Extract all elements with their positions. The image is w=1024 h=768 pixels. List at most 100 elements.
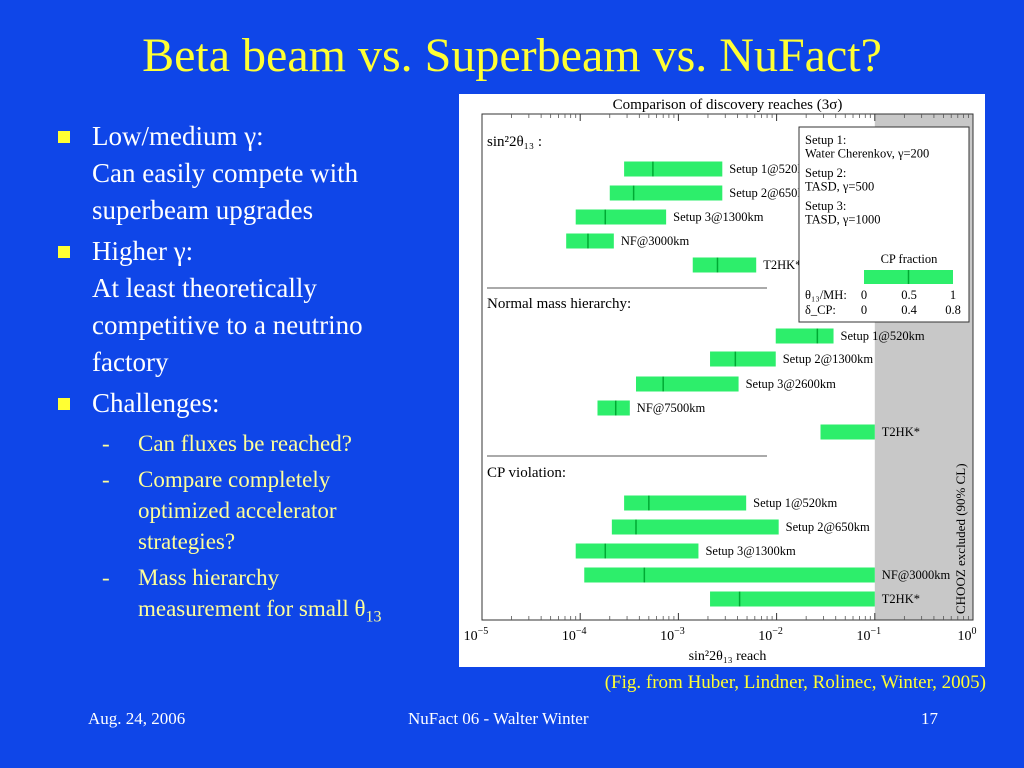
bullet-line: factory — [92, 347, 169, 377]
x-tick-label: 10−2 — [758, 626, 783, 644]
legend-line: TASD, γ=500 — [805, 180, 874, 194]
x-tick-label-base: 10 — [758, 629, 772, 644]
bullet-square-icon — [58, 131, 70, 143]
reach-bar-label: T2HK* — [882, 592, 920, 606]
bullet-list: Low/medium γ: Can easily compete with su… — [56, 118, 451, 638]
reach-bar-label: Setup 1@520km — [753, 496, 837, 510]
subbullet-mass-hierarchy: - Mass hierarchy measurement for small θ… — [92, 562, 451, 633]
x-tick-label-exponent: 0 — [972, 626, 977, 637]
legend-box — [798, 126, 970, 323]
delta-cp-value: 0.4 — [901, 303, 917, 317]
bullet-higher-gamma: Higher γ: At least theoretically competi… — [56, 233, 451, 381]
subbullet-compare: - Compare completely optimized accelerat… — [92, 464, 451, 557]
footer-page-number: 17 — [921, 709, 938, 728]
bullet-line: superbeam upgrades — [92, 195, 314, 225]
bullet-line: Can easily compete with — [92, 158, 359, 188]
subbullet-list: - Can fluxes be reached? - Compare compl… — [92, 428, 451, 633]
delta-cp-value: 0.8 — [945, 303, 961, 317]
reach-bar — [575, 209, 667, 225]
footer-date: Aug. 24, 2006 — [88, 709, 186, 728]
bullet-low-medium-gamma: Low/medium γ: Can easily compete with su… — [56, 118, 451, 229]
figure-caption: (Fig. from Huber, Lindner, Rolinec, Wint… — [604, 672, 986, 693]
bullet-line: competitive to a neutrino — [92, 310, 363, 340]
reach-bar-label: Setup 1@520km — [841, 329, 925, 343]
reach-bar-label: T2HK* — [882, 425, 920, 439]
legend-line: Setup 2: — [805, 166, 846, 180]
reach-bar-label: NF@3000km — [621, 234, 690, 248]
chart-title: Comparison of discovery reaches (3σ) — [613, 97, 843, 113]
theta-mh-value: 0 — [861, 288, 867, 302]
reach-bar — [710, 591, 875, 607]
x-tick-label: 10−4 — [562, 626, 587, 644]
x-tick-label: 10−3 — [660, 626, 685, 644]
delta-cp-label: δ_CP: — [805, 303, 836, 317]
slide-title: Beta beam vs. Superbeam vs. NuFact? — [142, 29, 882, 82]
x-tick-label-exponent: −1 — [870, 626, 881, 637]
reach-bar — [624, 495, 747, 511]
legend-line: Setup 3: — [805, 199, 846, 213]
dash-marker: - — [102, 431, 110, 456]
x-tick-label: 10−5 — [464, 626, 489, 644]
group-header: sin²2θ₁₃ : — [487, 134, 542, 150]
x-tick-label: 10−1 — [856, 626, 881, 644]
bullet-line: At least theoretically — [92, 273, 317, 303]
x-tick-label-base: 10 — [856, 629, 870, 644]
reach-bar — [597, 400, 630, 416]
reach-bar — [710, 351, 776, 367]
theta-mh-value: 0.5 — [901, 288, 917, 302]
reach-bar — [566, 233, 614, 249]
reach-bar — [575, 543, 699, 559]
reach-bar — [611, 519, 779, 535]
x-tick-label-exponent: −3 — [674, 626, 685, 637]
x-tick-label-exponent: −4 — [576, 626, 587, 637]
reach-bar-label: Setup 2@1300km — [783, 352, 874, 366]
x-tick-label-base: 10 — [562, 629, 576, 644]
legend-line: Setup 1: — [805, 133, 846, 147]
reach-bar-label: NF@3000km — [882, 568, 951, 582]
reach-bar-label: Setup 2@650km — [786, 520, 870, 534]
legend-line: Water Cherenkov, γ=200 — [805, 147, 929, 161]
group-header: CP violation: — [487, 465, 566, 481]
subbullet-line: Compare completely — [138, 467, 331, 492]
reach-bar-label: Setup 3@1300km — [705, 544, 796, 558]
footer-center: NuFact 06 - Walter Winter — [408, 709, 589, 728]
group-header: Normal mass hierarchy: — [487, 296, 631, 312]
reach-bar-label: T2HK* — [763, 258, 801, 272]
subbullet-text: measurement for small θ — [138, 596, 366, 621]
plot-frame — [481, 113, 974, 621]
delta-cp-value: 0 — [861, 303, 867, 317]
reach-bar — [635, 376, 739, 392]
x-tick-label-exponent: −2 — [772, 626, 783, 637]
bullet-line: Higher γ: — [92, 236, 194, 266]
reach-bar-label: Setup 1@520km — [729, 162, 813, 176]
reach-bar-label: Setup 3@1300km — [673, 210, 764, 224]
theta-mh-value: 1 — [950, 288, 956, 302]
dash-marker: - — [102, 565, 110, 590]
cp-fraction-title: CP fraction — [881, 252, 939, 266]
subbullet-line: Can fluxes be reached? — [138, 431, 352, 456]
subbullet-line: Mass hierarchy — [138, 565, 280, 590]
reach-bar — [624, 161, 723, 177]
subbullet-line: optimized accelerator — [138, 498, 337, 523]
theta-mh-label: θ₁₃/MH: — [805, 288, 847, 302]
dash-marker: - — [102, 467, 110, 492]
bullet-challenges: Challenges: — [56, 385, 451, 422]
reach-bar — [584, 567, 875, 583]
reach-bar-label: Setup 3@2600km — [746, 377, 837, 391]
reach-bar — [692, 257, 757, 273]
x-tick-label-base: 10 — [464, 629, 478, 644]
subbullet-line: measurement for small θ13 — [138, 593, 451, 633]
subbullet-fluxes: - Can fluxes be reached? — [92, 428, 451, 459]
bullet-square-icon — [58, 398, 70, 410]
reach-bar-label: Setup 2@650km — [729, 186, 813, 200]
bullet-square-icon — [58, 246, 70, 258]
legend-line: TASD, γ=1000 — [805, 213, 880, 227]
discovery-reach-chart: CHOOZ excluded (90% CL) Comparison of dis… — [464, 97, 977, 664]
x-tick-label-base: 10 — [958, 629, 972, 644]
theta-subscript: 13 — [365, 608, 382, 626]
bullet-line: Challenges: — [92, 388, 220, 418]
x-axis-label: sin²2θ₁₃ reach — [689, 649, 767, 664]
reach-bar — [775, 328, 834, 344]
x-tick-label: 100 — [958, 626, 977, 644]
reach-bar — [609, 185, 723, 201]
